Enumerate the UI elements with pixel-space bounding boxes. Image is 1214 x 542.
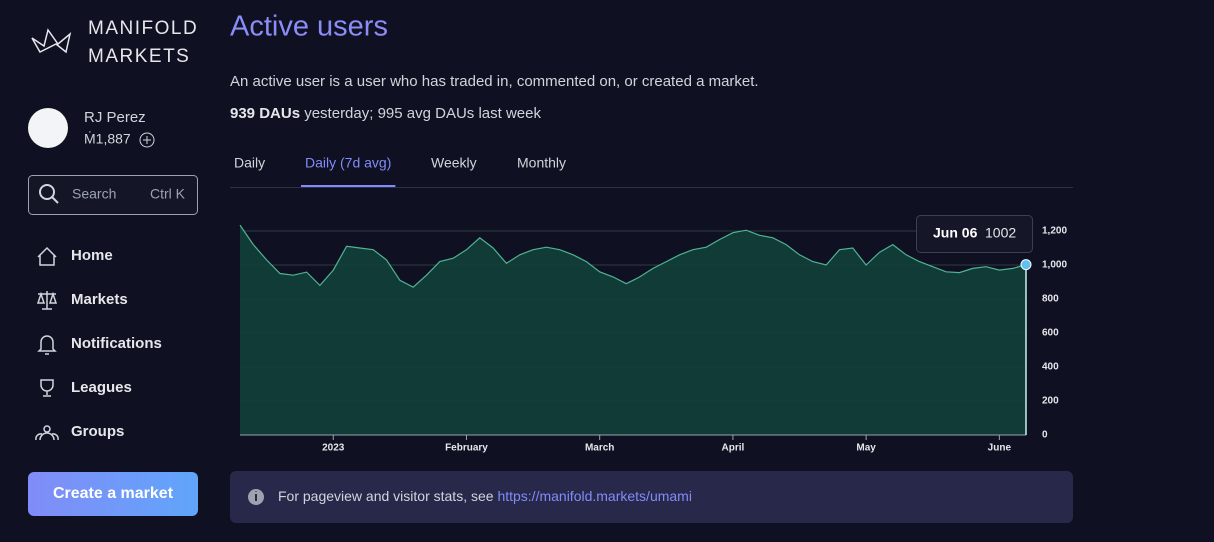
avatar[interactable]	[28, 108, 68, 148]
area	[240, 225, 1026, 435]
add-funds[interactable]	[139, 132, 155, 148]
search-shortcut: Ctrl K	[150, 186, 186, 202]
x-tick-label: 2023	[322, 443, 345, 454]
user-name[interactable]: RJ Perez	[84, 109, 146, 126]
search-icon	[39, 184, 55, 200]
info-text: For pageview and visitor stats, see http…	[278, 488, 692, 504]
search-box[interactable]	[28, 175, 198, 215]
tabs: Daily Daily (7d avg) Weekly Monthly	[234, 155, 566, 187]
x-tick-label: June	[988, 443, 1012, 454]
y-tick-label: 800	[1042, 294, 1059, 305]
nav-item[interactable]: Leagues	[71, 379, 132, 396]
info-box	[230, 471, 1073, 523]
tooltip-date: Jun 06	[933, 225, 978, 241]
logo[interactable]	[31, 28, 72, 54]
nav-item[interactable]: Markets	[71, 291, 128, 308]
description: An active user is a user who has traded …	[230, 73, 759, 90]
nav-item[interactable]: Notifications	[71, 335, 162, 352]
y-tick-label: 200	[1042, 396, 1059, 407]
logo-text: MARKETS	[88, 46, 190, 67]
user-balance: Ṁ1,887	[84, 130, 131, 147]
tab-underline	[301, 185, 396, 187]
x-tick-label: May	[856, 443, 876, 454]
groups-icon	[43, 425, 51, 433]
groups-icon	[35, 432, 59, 441]
create-market-button[interactable]	[28, 472, 198, 516]
tooltip	[916, 215, 1033, 253]
stats-rest: yesterday; 995 avg DAUs last week	[300, 105, 541, 122]
stats-bold: 939 DAUs	[230, 105, 300, 122]
trophy-icon	[40, 379, 54, 397]
search-placeholder: Search	[72, 186, 116, 202]
info-label: For pageview and visitor stats, see	[278, 488, 497, 504]
nav-items: Home Markets Notifications Leagues Group…	[71, 247, 162, 440]
y-tick-label: 400	[1042, 362, 1059, 373]
y-tick-label: 600	[1042, 328, 1059, 339]
add-icon	[143, 136, 151, 144]
tab[interactable]: Daily (7d avg)	[305, 155, 391, 171]
y-tick-label: 1,200	[1042, 226, 1067, 237]
button-label: Create a market	[53, 485, 174, 502]
nav	[35, 246, 59, 441]
chart: 0 200 400 600 800 1,000 1,200 2023 February March…	[239, 215, 1067, 454]
logo-text: MANIFOLD	[88, 18, 198, 39]
search-icon	[51, 196, 59, 204]
x-tick-label: February	[445, 443, 488, 454]
markets-icon	[36, 291, 58, 310]
tab[interactable]: Daily	[234, 155, 265, 171]
bell-icon	[37, 335, 57, 355]
info-link[interactable]: https://manifold.markets/umami	[497, 488, 692, 504]
hover-point	[1020, 259, 1032, 271]
nav-item[interactable]: Groups	[71, 423, 124, 440]
y-tick-label: 0	[1042, 430, 1048, 441]
home-icon	[37, 246, 57, 266]
x-tick-label: April	[722, 443, 745, 454]
tooltip-value: 1002	[985, 225, 1016, 241]
tab[interactable]: Monthly	[517, 155, 566, 171]
logo-icon	[31, 28, 72, 54]
page-title: Active users	[230, 11, 388, 43]
stats: 939 DAUs yesterday; 995 avg DAUs last we…	[230, 105, 541, 122]
nav-item[interactable]: Home	[71, 247, 113, 264]
y-tick-label: 1,000	[1042, 260, 1067, 271]
line	[239, 224, 1027, 288]
x-tick-label: March	[585, 443, 614, 454]
tab[interactable]: Weekly	[431, 155, 477, 171]
